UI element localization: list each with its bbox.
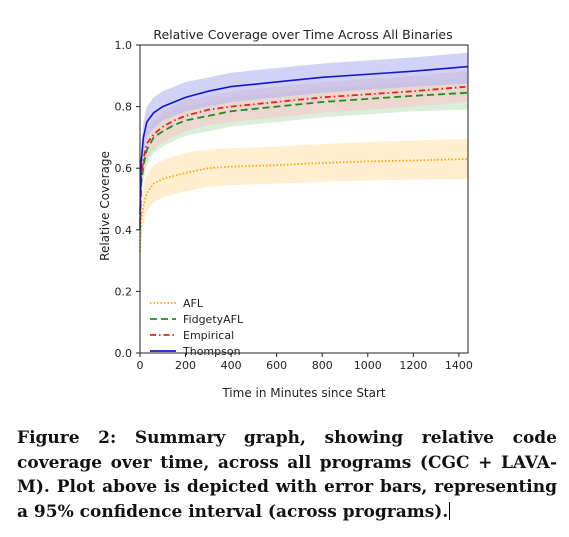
series-lines (139, 65, 469, 252)
y-axis-label: Relative Coverage (98, 151, 112, 261)
band-afl (140, 138, 468, 267)
x-tick-label: 200 (175, 359, 196, 372)
x-tick-label: 0 (137, 359, 144, 372)
band-thompson (140, 52, 468, 230)
x-axis-label: Time in Minutes since Start (221, 386, 386, 400)
legend-label-empirical: Empirical (183, 329, 234, 342)
legend-label-fidgetyafl: FidgetyAFL (183, 313, 244, 326)
x-tick-label: 1200 (399, 359, 427, 372)
y-tick-label: 0.2 (115, 285, 133, 298)
x-tick-label: 400 (221, 359, 242, 372)
figure-caption: Figure 2: Summary graph, showing relativ… (17, 426, 557, 524)
x-axis: 0 200 400 600 800 1000 1200 1400 (137, 353, 473, 372)
x-tick-label: 800 (312, 359, 333, 372)
y-tick-label: 0.0 (115, 347, 133, 360)
y-tick-label: 0.4 (115, 224, 133, 237)
x-tick-label: 600 (266, 359, 287, 372)
legend-label-thompson: Thompson (182, 345, 241, 358)
caption-text: Figure 2: Summary graph, showing relativ… (17, 428, 557, 522)
legend-label-afl: AFL (183, 297, 204, 310)
chart: Relative Coverage over Time Across All B… (98, 27, 473, 400)
y-tick-label: 0.6 (115, 162, 133, 175)
chart-title: Relative Coverage over Time Across All B… (153, 27, 452, 42)
line-fidgetyafl (139, 91, 469, 230)
legend: AFL FidgetyAFL Empirical Thompson (150, 297, 244, 358)
y-tick-label: 1.0 (115, 39, 133, 52)
line-empirical (139, 85, 469, 224)
confidence-bands (140, 52, 468, 267)
y-tick-label: 0.8 (115, 101, 133, 114)
y-axis: 0.0 0.2 0.4 0.6 0.8 1.0 (115, 39, 140, 360)
x-tick-label: 1000 (354, 359, 382, 372)
text-cursor (449, 501, 451, 520)
line-thompson (139, 65, 469, 215)
plot-frame (139, 44, 469, 354)
x-tick-label: 1400 (445, 359, 473, 372)
